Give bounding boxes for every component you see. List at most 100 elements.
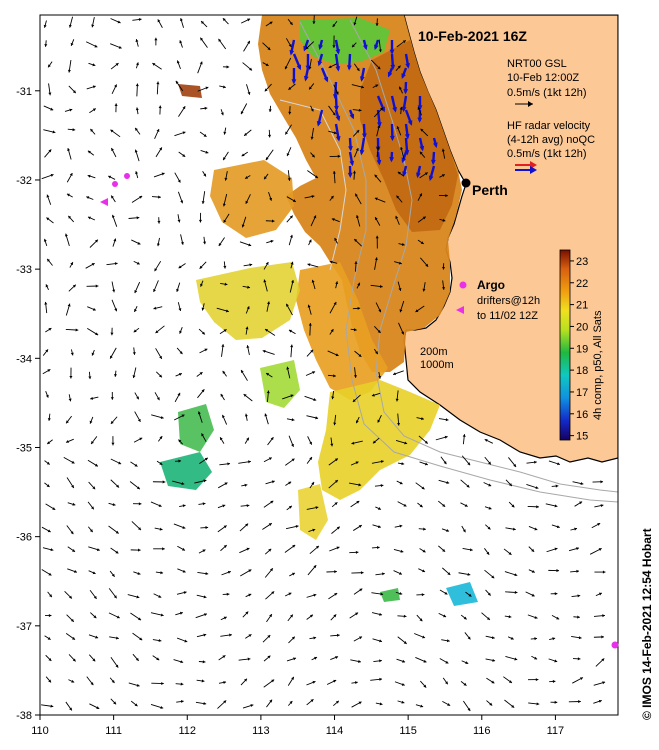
model-current-arrow (287, 170, 291, 181)
model-current-arrow (42, 547, 54, 552)
model-current-arrow (331, 390, 335, 400)
model-current-arrow (134, 306, 138, 313)
model-current-arrow (263, 679, 275, 688)
model-current-arrow (439, 589, 448, 595)
model-current-arrow (156, 81, 160, 95)
isobath-1000m (299, 21, 618, 503)
model-current-arrow (306, 506, 319, 510)
model-current-arrow (398, 242, 405, 246)
model-current-arrow (417, 239, 424, 245)
model-current-arrow (355, 215, 361, 227)
model-current-arrow (199, 261, 207, 270)
model-current-arrow (354, 350, 362, 358)
model-current-arrow (394, 524, 403, 528)
model-current-arrow (110, 327, 114, 336)
y-axis: -31 -32 -33 -34 -35 -36 -37 -38 (16, 86, 40, 722)
model-current-arrow (266, 239, 274, 244)
model-current-arrow (571, 635, 582, 640)
radar-current-arrow (401, 95, 408, 113)
model-current-arrow (310, 105, 314, 112)
radar-current-arrow (416, 165, 422, 179)
model-current-arrow (548, 658, 558, 663)
model-current-arrow (353, 63, 360, 72)
model-current-arrow (416, 614, 423, 622)
model-current-arrow (351, 701, 362, 708)
model-current-arrow (416, 417, 424, 421)
model-current-arrow (328, 130, 337, 135)
model-current-arrow (378, 39, 382, 53)
model-current-arrow (89, 239, 99, 248)
model-current-arrow (222, 65, 230, 69)
radar-current-arrow (334, 95, 339, 112)
model-current-arrow (179, 504, 186, 508)
model-current-arrow (350, 328, 357, 332)
model-current-arrow (396, 480, 403, 485)
model-current-arrow (88, 62, 96, 67)
model-current-arrow (350, 659, 361, 663)
model-current-arrow (42, 369, 51, 375)
model-current-arrow (111, 84, 118, 95)
model-current-arrow (223, 261, 227, 269)
model-current-arrow (174, 392, 181, 403)
model-current-arrow (198, 502, 206, 506)
model-current-arrow (266, 390, 270, 402)
model-current-arrow (328, 105, 336, 116)
model-current-arrow (330, 437, 334, 447)
model-current-arrow (130, 548, 141, 552)
model-current-arrow (198, 660, 206, 664)
sst-offshore-orange (296, 262, 388, 400)
radar-current-arrow (387, 67, 394, 78)
argo-float-3 (611, 641, 619, 649)
model-current-arrow (241, 216, 247, 228)
model-current-arrow (397, 281, 402, 291)
model-current-arrow (263, 500, 274, 508)
model-current-arrow (43, 20, 47, 28)
model-current-arrow (179, 327, 183, 334)
model-current-arrow (65, 415, 72, 424)
model-current-arrow (462, 547, 473, 552)
model-current-arrow (200, 526, 209, 530)
radar-current-arrow (334, 109, 341, 122)
sst-north-dark (178, 84, 202, 98)
model-current-arrow (308, 58, 312, 70)
radar-current-arrow (362, 123, 367, 139)
model-current-arrow (64, 108, 73, 112)
model-current-arrow (262, 522, 273, 530)
model-current-arrow (329, 154, 341, 158)
model-current-arrow (176, 347, 183, 355)
model-current-arrow (290, 344, 294, 358)
model-current-arrow (593, 635, 604, 639)
model-current-arrow (441, 263, 446, 270)
model-current-arrow (266, 613, 273, 623)
model-current-arrow (43, 105, 54, 111)
model-current-arrow (373, 107, 384, 118)
model-current-arrow (109, 636, 119, 640)
model-current-arrow (353, 588, 363, 595)
y-tick-label: -35 (16, 442, 32, 454)
model-current-arrow (288, 106, 292, 115)
model-current-arrow (177, 214, 181, 223)
model-current-arrow (419, 548, 426, 553)
model-current-arrow (374, 257, 378, 270)
model-current-arrow (353, 16, 358, 26)
colorbar-ticks: 15 16 17 18 19 20 21 22 23 (570, 256, 588, 443)
model-current-arrow (481, 612, 491, 621)
model-current-arrow (332, 20, 338, 28)
model-current-arrow (439, 174, 446, 178)
model-current-arrow (331, 526, 341, 534)
x-axis: 110 111 112 113 114 115 116 117 (31, 715, 564, 737)
model-current-arrow (572, 677, 584, 684)
model-current-arrow (310, 127, 314, 140)
model-current-arrow (374, 484, 384, 488)
model-current-arrow (110, 62, 119, 70)
model-current-arrow (155, 348, 163, 360)
y-tick-label: -32 (16, 175, 32, 187)
model-current-arrow (484, 506, 492, 510)
sst-green-north (300, 18, 390, 64)
model-current-arrow (527, 614, 538, 619)
model-current-arrow (242, 611, 249, 618)
model-current-arrow (286, 418, 295, 422)
radar-current-arrow (418, 137, 425, 152)
y-tick-label: -34 (16, 353, 32, 365)
model-current-arrow (47, 61, 53, 68)
